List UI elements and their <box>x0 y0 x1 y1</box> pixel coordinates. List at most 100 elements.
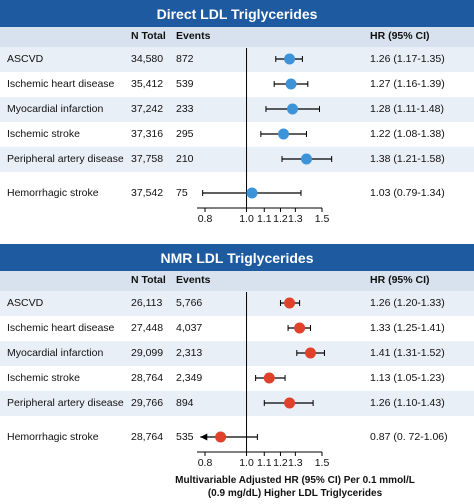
row-n: 37,758 <box>131 153 164 165</box>
row-label: Hemorrhagic stroke <box>7 431 99 443</box>
row-n: 35,412 <box>131 78 164 90</box>
row-events: 4,037 <box>176 322 203 334</box>
row-events: 2,313 <box>176 347 203 359</box>
table-row: Peripheral artery disease 29,766 894 1.2… <box>0 391 474 416</box>
x-tick-label: 1.0 <box>239 213 254 225</box>
row-events: 894 <box>176 397 194 409</box>
hr-point <box>284 53 296 65</box>
row-label: Ischemic stroke <box>7 128 80 140</box>
hr-point <box>285 78 297 90</box>
col-n-total: N Total <box>131 274 166 286</box>
row-events: 295 <box>176 128 194 140</box>
row-hr: 1.03 (0.79-1.34) <box>370 187 445 199</box>
hr-point <box>215 431 227 443</box>
table-row: Ischemic stroke 37,316 295 1.22 (1.08-1.… <box>0 122 474 147</box>
row-hr: 1.26 (1.10-1.43) <box>370 397 445 409</box>
forest-plot-nmr: 0.8 1.0 1.1 1.2 1.3 1.5 <box>197 292 330 469</box>
table-row: Peripheral artery disease 37,758 210 1.3… <box>0 147 474 172</box>
x-tick-label: 1.2 <box>273 457 288 469</box>
row-hr: 1.41 (1.31-1.52) <box>370 347 445 359</box>
x-tick-label: 1.1 <box>257 457 272 469</box>
row-label: ASCVD <box>7 297 44 309</box>
row-hr: 1.26 (1.20-1.33) <box>370 297 445 309</box>
table-row: Ischemic heart disease 27,448 4,037 1.33… <box>0 316 474 341</box>
col-events: Events <box>176 30 211 42</box>
x-axis-label-line1: Multivariable Adjusted HR (95% CI) Per 0… <box>175 475 415 486</box>
x-tick-label: 0.8 <box>198 457 213 469</box>
row-label: Ischemic heart disease <box>7 78 115 90</box>
row-n: 34,580 <box>131 53 164 65</box>
table-row: ASCVD 26,113 5,766 1.26 (1.20-1.33) <box>0 291 474 316</box>
row-label: Ischemic stroke <box>7 372 80 384</box>
x-tick-label: 1.0 <box>239 457 254 469</box>
table-row: ASCVD 34,580 872 1.26 (1.17-1.35) <box>0 47 474 72</box>
x-axis-label: Multivariable Adjusted HR (95% CI) Per 0… <box>150 474 440 500</box>
hr-point <box>286 103 298 115</box>
table-row: Myocardial infarction 37,242 233 1.28 (1… <box>0 97 474 122</box>
row-n: 26,113 <box>131 297 163 309</box>
panel-title: NMR LDL Triglycerides <box>0 244 474 271</box>
row-n: 28,764 <box>131 431 164 443</box>
row-events: 233 <box>176 103 194 115</box>
row-label: Myocardial infarction <box>7 347 104 359</box>
row-hr: 1.22 (1.08-1.38) <box>370 128 445 140</box>
col-hr: HR (95% CI) <box>370 30 430 42</box>
forest-plot-direct: 0.8 1.0 1.1 1.2 1.3 1.5 <box>197 48 333 225</box>
row-n: 28,764 <box>131 372 164 384</box>
column-header-row: N Total Events HR (95% CI) <box>0 271 474 291</box>
x-tick-label: 1.3 <box>288 213 303 225</box>
table-row: Hemorrhagic stroke 37,542 75 1.03 (0.79-… <box>0 181 474 206</box>
hr-point <box>294 322 306 334</box>
row-hr: 0.87 (0. 72-1.06) <box>370 431 448 443</box>
table-row: Myocardial infarction 29,099 2,313 1.41 … <box>0 341 474 366</box>
row-label: Myocardial infarction <box>7 103 104 115</box>
row-label: ASCVD <box>7 53 44 65</box>
row-hr: 1.27 (1.16-1.39) <box>370 78 445 90</box>
panel-direct: Direct LDL Triglycerides N Total Events … <box>0 0 474 232</box>
x-tick-label: 0.8 <box>198 213 213 225</box>
row-events: 535 <box>176 431 194 443</box>
x-tick-label: 1.3 <box>288 457 303 469</box>
row-label: Hemorrhagic stroke <box>7 187 99 199</box>
row-events: 75 <box>176 187 188 199</box>
row-events: 872 <box>176 53 194 65</box>
row-hr: 1.26 (1.17-1.35) <box>370 53 445 65</box>
row-n: 29,099 <box>131 347 164 359</box>
row-n: 37,316 <box>131 128 164 140</box>
table-row: Ischemic stroke 28,764 2,349 1.13 (1.05-… <box>0 366 474 391</box>
hr-point <box>246 187 258 199</box>
row-events: 5,766 <box>176 297 203 309</box>
col-events: Events <box>176 274 211 286</box>
x-tick-label: 1.1 <box>257 213 272 225</box>
row-hr: 1.38 (1.21-1.58) <box>370 153 445 165</box>
hr-point <box>284 297 296 309</box>
column-header-row: N Total Events HR (95% CI) <box>0 27 474 47</box>
row-events: 539 <box>176 78 194 90</box>
row-n: 37,242 <box>131 103 164 115</box>
panel-separator <box>0 232 474 244</box>
x-tick-label: 1.5 <box>315 213 330 225</box>
row-n: 27,448 <box>131 322 164 334</box>
row-n: 29,766 <box>131 397 164 409</box>
hr-point <box>284 397 296 409</box>
x-axis-label-line2: (0.9 mg/dL) Higher LDL Triglycerides <box>207 488 383 499</box>
col-n-total: N Total <box>131 30 166 42</box>
row-hr: 1.28 (1.11-1.48) <box>370 103 444 115</box>
x-tick-label: 1.5 <box>315 457 330 469</box>
x-tick-label: 1.2 <box>273 213 288 225</box>
panel-nmr: NMR LDL Triglycerides N Total Events HR … <box>0 244 474 474</box>
table-row: Ischemic heart disease 35,412 539 1.27 (… <box>0 72 474 97</box>
row-label: Ischemic heart disease <box>7 322 115 334</box>
row-hr: 1.33 (1.25-1.41) <box>370 322 445 334</box>
hr-point <box>278 128 290 140</box>
row-events: 210 <box>176 153 194 165</box>
row-label: Peripheral artery disease <box>7 397 124 409</box>
hr-point <box>304 347 316 359</box>
row-n: 37,542 <box>131 187 164 199</box>
row-events: 2,349 <box>176 372 203 384</box>
row-label: Peripheral artery disease <box>7 153 124 165</box>
hr-point <box>263 372 275 384</box>
panel-title: Direct LDL Triglycerides <box>0 0 474 27</box>
col-hr: HR (95% CI) <box>370 274 430 286</box>
row-hr: 1.13 (1.05-1.23) <box>370 372 445 384</box>
